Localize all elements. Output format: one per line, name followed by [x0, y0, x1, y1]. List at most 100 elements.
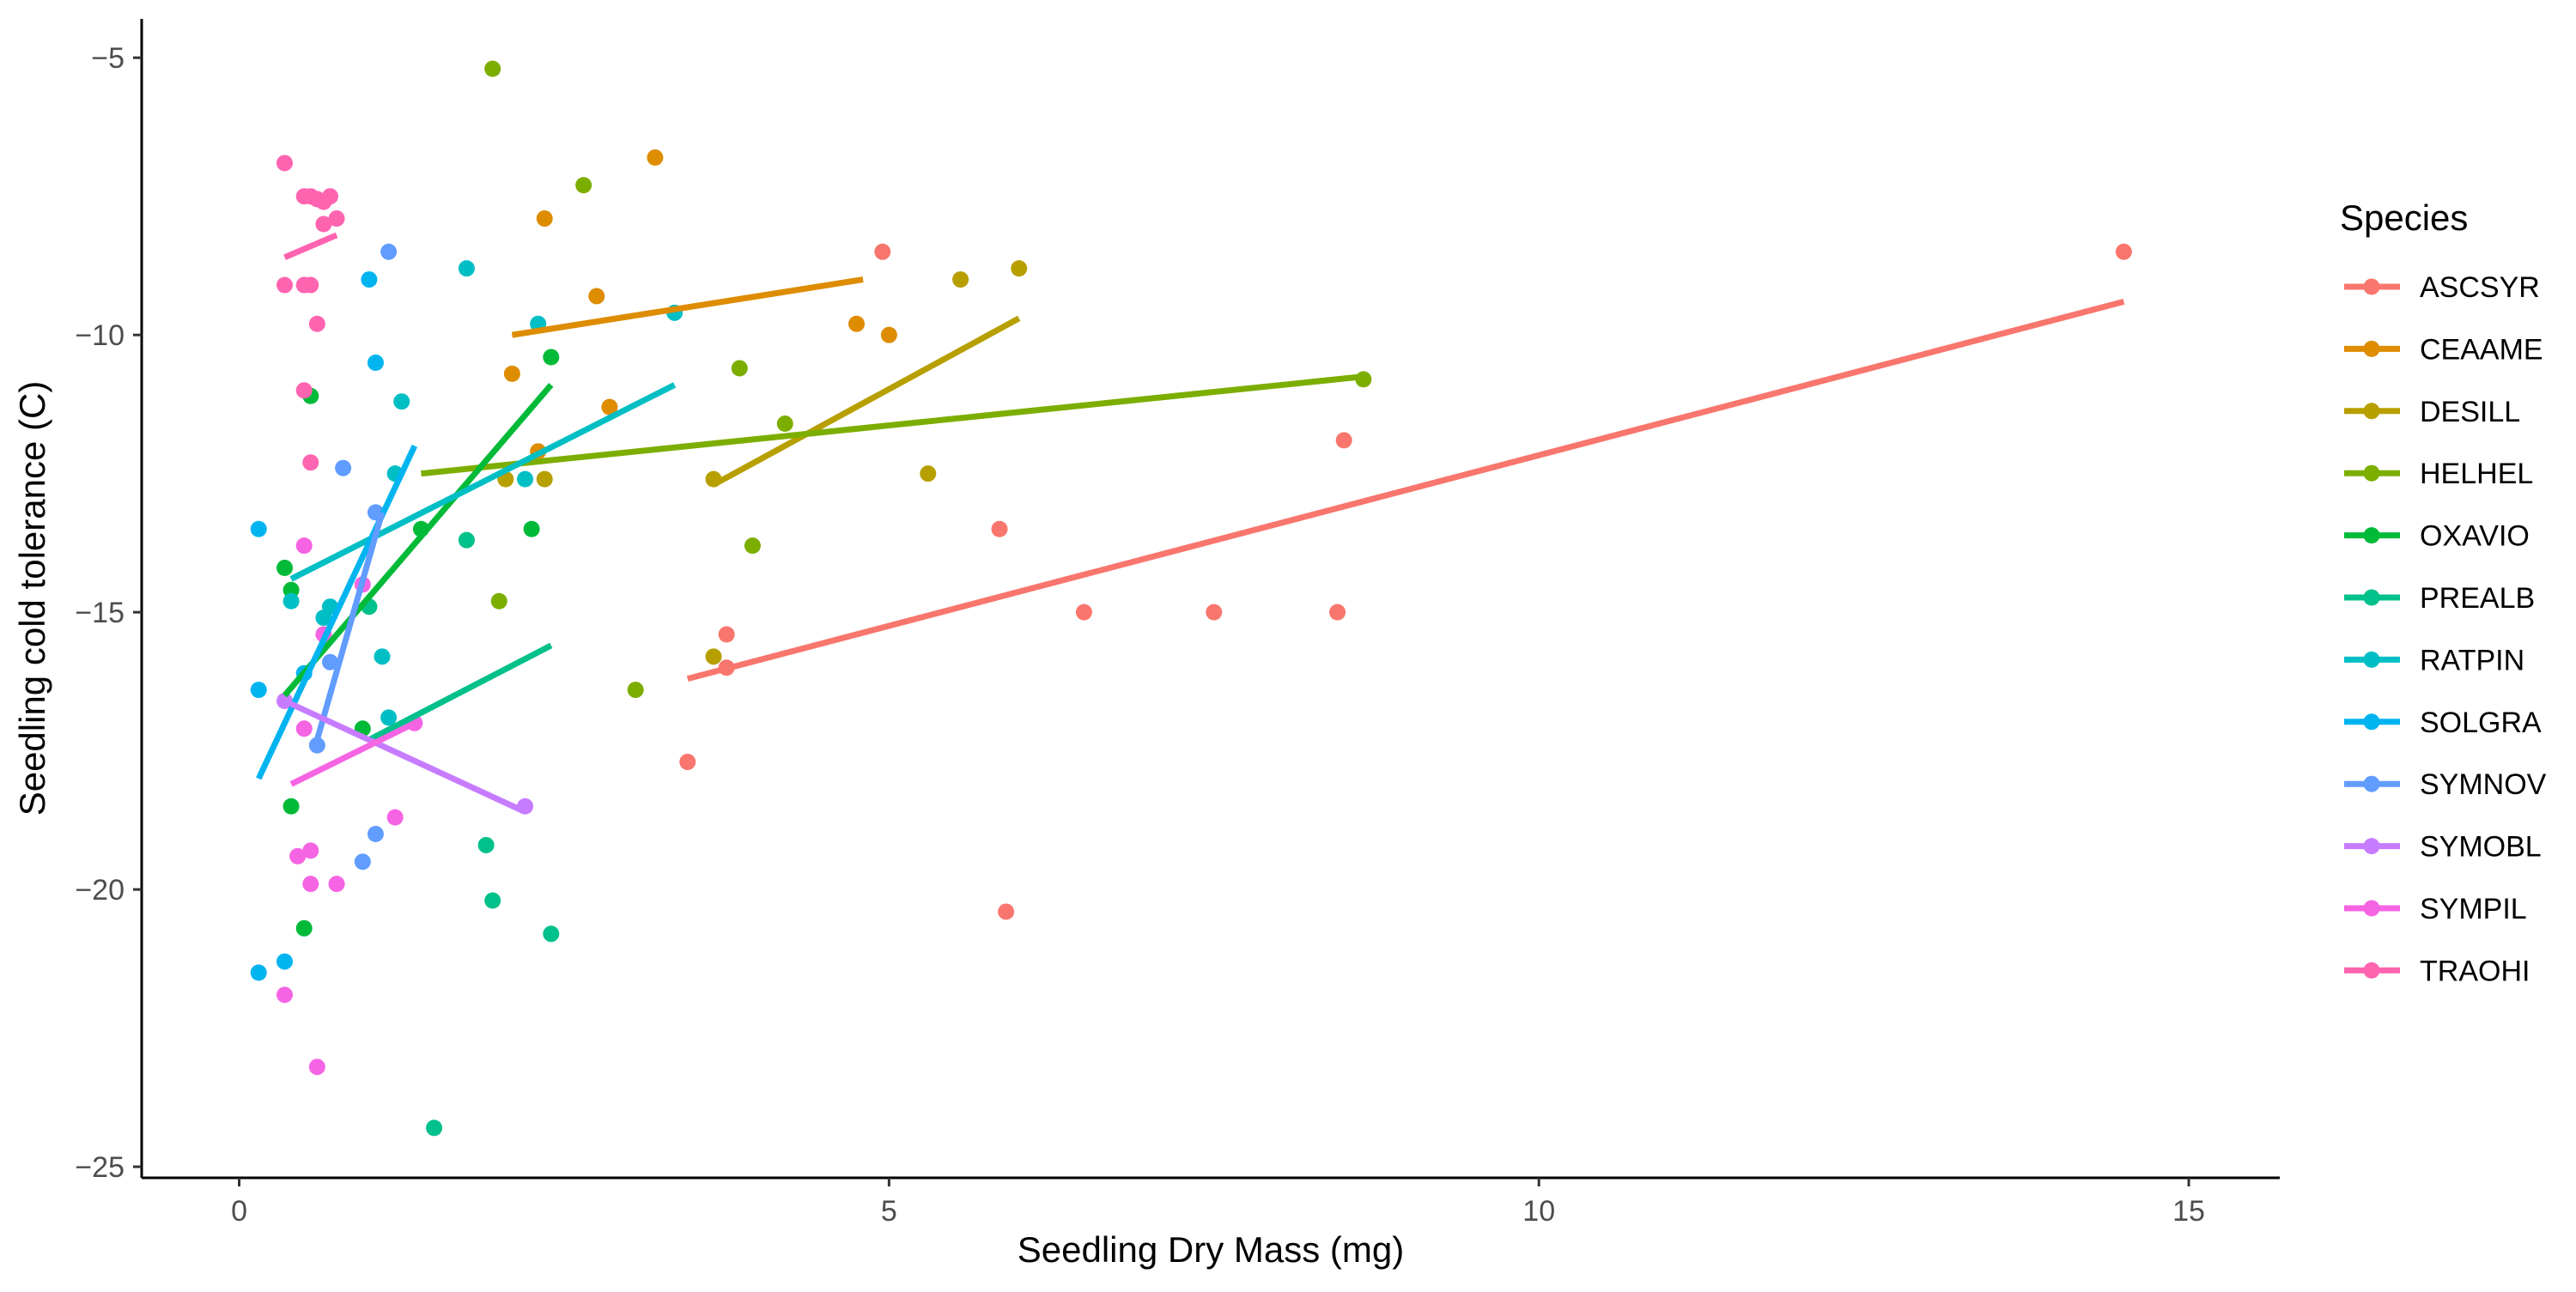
data-point-solgra	[367, 354, 384, 371]
data-point-oxavio	[283, 798, 300, 815]
x-tick-label: 10	[1522, 1195, 1555, 1228]
data-point-traohi	[276, 155, 294, 172]
data-point-ceaame	[536, 210, 553, 227]
series-helhel	[484, 60, 1372, 699]
series-desill	[497, 260, 1028, 665]
x-tick-label: 0	[231, 1195, 247, 1228]
data-point-helhel	[490, 592, 507, 610]
data-point-traohi	[321, 188, 338, 205]
data-point-symnov	[335, 459, 352, 476]
data-point-ascsyr	[2115, 243, 2132, 260]
data-point-sympil	[289, 847, 307, 864]
fit-line-ceaame	[511, 276, 864, 338]
legend-item-symobl: SYMOBL	[2344, 831, 2542, 864]
data-point-sympil	[386, 809, 404, 826]
data-point-prealb	[543, 925, 560, 943]
series-ascsyr	[679, 243, 2132, 920]
data-point-sympil	[295, 537, 313, 555]
data-point-symnov	[308, 737, 325, 754]
legend-label: SYMPIL	[2420, 893, 2527, 925]
data-point-traohi	[315, 215, 332, 233]
legend-key-point	[2363, 589, 2380, 606]
data-point-ascsyr	[1075, 604, 1092, 621]
data-point-ascsyr	[874, 243, 891, 260]
y-tick-label: −20	[75, 874, 125, 907]
fit-line-symnov	[313, 511, 386, 741]
data-point-ratpin	[458, 260, 475, 277]
data-point-ratpin	[393, 393, 410, 410]
data-point-ceaame	[601, 398, 618, 416]
legend-item-traohi: TRAOHI	[2344, 955, 2530, 987]
data-point-sympil	[295, 720, 313, 737]
data-point-helhel	[627, 682, 644, 699]
data-point-symnov	[321, 653, 338, 670]
data-point-symnov	[380, 243, 398, 260]
legend-key-point	[2363, 403, 2380, 420]
legend-key-point	[2363, 961, 2380, 979]
data-point-ascsyr	[991, 520, 1008, 537]
legend-key-point	[2363, 775, 2380, 792]
legend-item-ratpin: RATPIN	[2344, 644, 2524, 676]
legend-key-point	[2363, 838, 2380, 855]
data-point-ascsyr	[1329, 604, 1346, 621]
legend-item-sympil: SYMPIL	[2344, 893, 2527, 925]
x-axis-title: Seedling Dry Mass (mg)	[1018, 1229, 1404, 1270]
legend-item-desill: DESILL	[2344, 396, 2520, 428]
data-point-traohi	[302, 454, 319, 471]
data-point-desill	[536, 470, 553, 488]
data-point-ratpin	[374, 648, 391, 665]
data-point-helhel	[776, 416, 793, 433]
legend-key-point	[2363, 340, 2380, 357]
data-point-traohi	[295, 382, 313, 399]
series-prealb	[361, 531, 560, 1137]
legend-label: DESILL	[2420, 396, 2520, 428]
series-oxavio	[276, 349, 560, 937]
legend-label: SYMNOV	[2420, 768, 2547, 801]
series-solgra	[250, 271, 384, 981]
data-point-helhel	[744, 537, 761, 555]
data-point-helhel	[484, 60, 501, 77]
legend-item-prealb: PREALB	[2344, 582, 2535, 615]
fit-line-prealb	[368, 642, 553, 743]
fit-line-helhel	[421, 373, 1364, 477]
data-point-traohi	[302, 188, 319, 205]
legend-label: CEAAME	[2420, 333, 2543, 366]
fit-line-traohi	[283, 232, 338, 260]
legend-item-solgra: SOLGRA	[2344, 707, 2542, 739]
data-point-traohi	[302, 276, 319, 294]
fit-line-sympil	[289, 720, 416, 787]
data-point-desill	[705, 648, 722, 665]
data-point-ceaame	[848, 315, 866, 332]
series-traohi	[276, 155, 345, 471]
data-point-oxavio	[276, 559, 294, 576]
legend-label: SOLGRA	[2420, 707, 2542, 739]
data-point-prealb	[477, 836, 495, 853]
data-point-helhel	[731, 360, 748, 377]
series-ratpin	[283, 260, 683, 726]
data-point-oxavio	[295, 919, 313, 937]
legend-label: RATPIN	[2420, 644, 2524, 676]
data-point-sympil	[328, 876, 345, 893]
fit-line-desill	[712, 315, 1021, 488]
legend-label: OXAVIO	[2420, 520, 2530, 553]
legend-key-point	[2363, 464, 2380, 482]
legend-item-symnov: SYMNOV	[2344, 768, 2547, 801]
legend-item-ceaame: CEAAME	[2344, 333, 2543, 366]
plot-area	[250, 60, 2132, 1137]
data-point-ratpin	[380, 709, 398, 726]
data-point-oxavio	[543, 349, 560, 366]
legend-label: TRAOHI	[2420, 955, 2530, 987]
data-point-prealb	[426, 1119, 443, 1137]
data-point-oxavio	[523, 520, 540, 537]
fit-line-ratpin	[289, 382, 677, 582]
fit-line-oxavio	[282, 383, 554, 698]
legend-item-helhel: HELHEL	[2344, 458, 2533, 490]
legend-item-oxavio: OXAVIO	[2344, 520, 2530, 553]
fit-line-solgra	[256, 444, 418, 780]
data-point-desill	[952, 271, 969, 288]
y-tick-label: −10	[75, 319, 125, 352]
data-point-sympil	[276, 986, 294, 1004]
data-point-ratpin	[517, 470, 534, 488]
